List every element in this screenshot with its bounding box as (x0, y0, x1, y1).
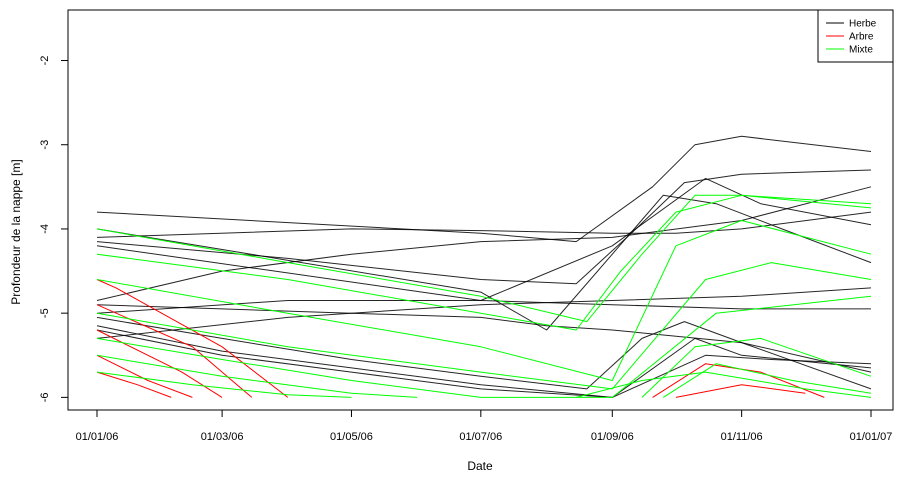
y-tick-label: -4 (39, 224, 51, 234)
x-tick-label: 01/01/07 (850, 431, 893, 443)
x-tick-label: 01/05/06 (330, 431, 373, 443)
series-lines (96, 135, 872, 398)
series-line-mixte-7 (96, 371, 352, 398)
series-line-herbe-12 (96, 177, 872, 301)
series-line-mixte-4 (96, 262, 872, 390)
x-tick-label: 01/11/06 (721, 431, 763, 443)
x-tick-label: 01/07/06 (459, 431, 502, 443)
series-line-arbre-1 (96, 279, 289, 398)
series-line-mixte-8 (641, 337, 872, 398)
series-line-herbe-2 (96, 211, 872, 238)
legend: Herbe Arbre Mixte (817, 9, 894, 63)
plot-area (67, 9, 894, 411)
series-line-mixte-10 (576, 371, 872, 398)
x-axis: 01/01/06 01/03/06 01/05/06 01/07/06 01/09/06… (76, 409, 893, 443)
y-tick-label: -3 (39, 140, 51, 150)
legend-label-mixte: Mixte (849, 45, 873, 56)
series-line-herbe-1 (96, 135, 872, 243)
series-line-mixte-9 (662, 363, 872, 398)
series-line-herbe-3 (96, 169, 872, 285)
series-line-mixte-1 (96, 194, 872, 323)
y-tick-label: -6 (39, 393, 51, 403)
x-axis-title: Date (467, 459, 493, 473)
series-line-mixte-2 (96, 194, 872, 331)
x-tick-label: 01/09/06 (591, 431, 634, 443)
x-tick-label: 01/03/06 (201, 431, 244, 443)
series-line-arbre-3 (96, 329, 223, 398)
y-tick-label: -2 (39, 56, 51, 66)
series-line-herbe-8 (96, 316, 872, 390)
x-tick-label: 01/01/06 (76, 431, 119, 443)
legend-label-arbre: Arbre (849, 32, 874, 43)
series-line-mixte-3 (96, 220, 872, 381)
series-line-arbre-4 (96, 354, 193, 398)
series-line-arbre-5 (96, 371, 172, 398)
legend-label-herbe: Herbe (849, 19, 877, 30)
series-line-mixte-5 (96, 295, 872, 398)
series-line-herbe-6 (96, 287, 872, 339)
series-line-herbe-9 (96, 325, 872, 398)
series-line-mixte-6 (96, 354, 418, 398)
series-line-herbe-7 (96, 304, 872, 373)
series-line-herbe-10 (96, 329, 872, 398)
series-line-arbre-7 (675, 384, 806, 398)
y-tick-label: -5 (39, 308, 51, 318)
y-axis-title: Profondeur de la nappe [m] (9, 159, 23, 304)
y-axis: -6 -5 -4 -3 -2 (39, 56, 69, 403)
